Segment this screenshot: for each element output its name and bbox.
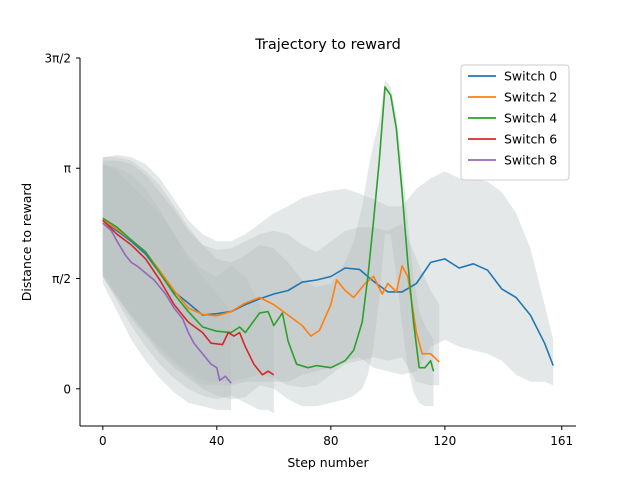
- y-tick-label: π: [64, 162, 71, 176]
- y-axis-label: Distance to reward: [19, 183, 34, 301]
- band-switch-0: [102, 155, 554, 386]
- legend: Switch 0 Switch 2 Switch 4 Switch 6 Switch 8: [460, 64, 570, 181]
- line-switch-6: [102, 219, 275, 376]
- line-switch-2: [102, 218, 440, 363]
- y-tick-label: 3π/2: [44, 51, 71, 65]
- line-switch-4: [102, 86, 435, 372]
- x-tick-label: 40: [209, 434, 224, 448]
- x-tick-label: 80: [323, 434, 338, 448]
- x-tick-label: 120: [433, 434, 456, 448]
- y-tick-label: π/2: [52, 272, 71, 286]
- chart-title: Trajectory to reward: [254, 37, 401, 53]
- legend-label-switch-4: Switch 4: [504, 111, 557, 126]
- legend-frame: [460, 64, 570, 181]
- legend-label-switch-2: Switch 2: [504, 90, 557, 105]
- x-axis-label: Step number: [287, 455, 369, 470]
- x-axis-ticks: 0 40 80 120 161: [99, 426, 573, 448]
- legend-label-switch-0: Switch 0: [504, 69, 557, 84]
- line-switch-8: [102, 222, 232, 384]
- legend-label-switch-6: Switch 6: [504, 132, 557, 147]
- band-switch-6: [102, 164, 274, 414]
- series-lines: [102, 86, 554, 384]
- legend-label-switch-8: Switch 8: [504, 153, 557, 168]
- y-tick-label: 0: [63, 382, 71, 396]
- x-tick-label: 0: [99, 434, 107, 448]
- y-axis-ticks: 0 π/2 π 3π/2: [44, 51, 80, 396]
- x-tick-label: 161: [550, 434, 573, 448]
